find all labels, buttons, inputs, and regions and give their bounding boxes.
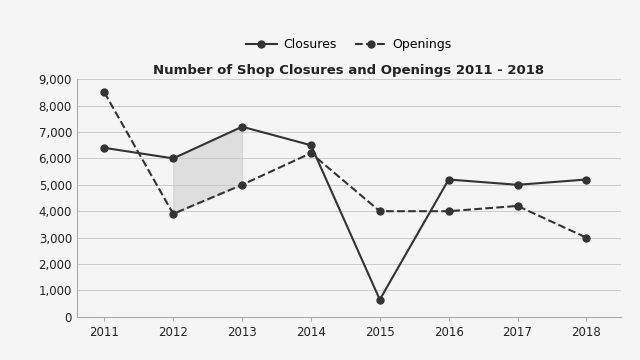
Line: Closures: Closures (101, 123, 590, 303)
Legend: Closures, Openings: Closures, Openings (241, 33, 457, 56)
Openings (307, 151, 315, 155)
Openings (582, 235, 590, 240)
Openings (514, 204, 522, 208)
Closures (170, 156, 177, 161)
Openings (170, 212, 177, 216)
Closures (376, 297, 383, 302)
Closures (307, 143, 315, 147)
Closures (100, 146, 108, 150)
Closures (582, 177, 590, 182)
Line: Openings: Openings (101, 89, 590, 241)
Openings (445, 209, 452, 213)
Openings (238, 183, 246, 187)
Openings (376, 209, 383, 213)
Openings (100, 90, 108, 95)
Closures (514, 183, 522, 187)
Closures (238, 125, 246, 129)
Title: Number of Shop Closures and Openings 2011 - 2018: Number of Shop Closures and Openings 201… (153, 64, 545, 77)
Closures (445, 177, 452, 182)
